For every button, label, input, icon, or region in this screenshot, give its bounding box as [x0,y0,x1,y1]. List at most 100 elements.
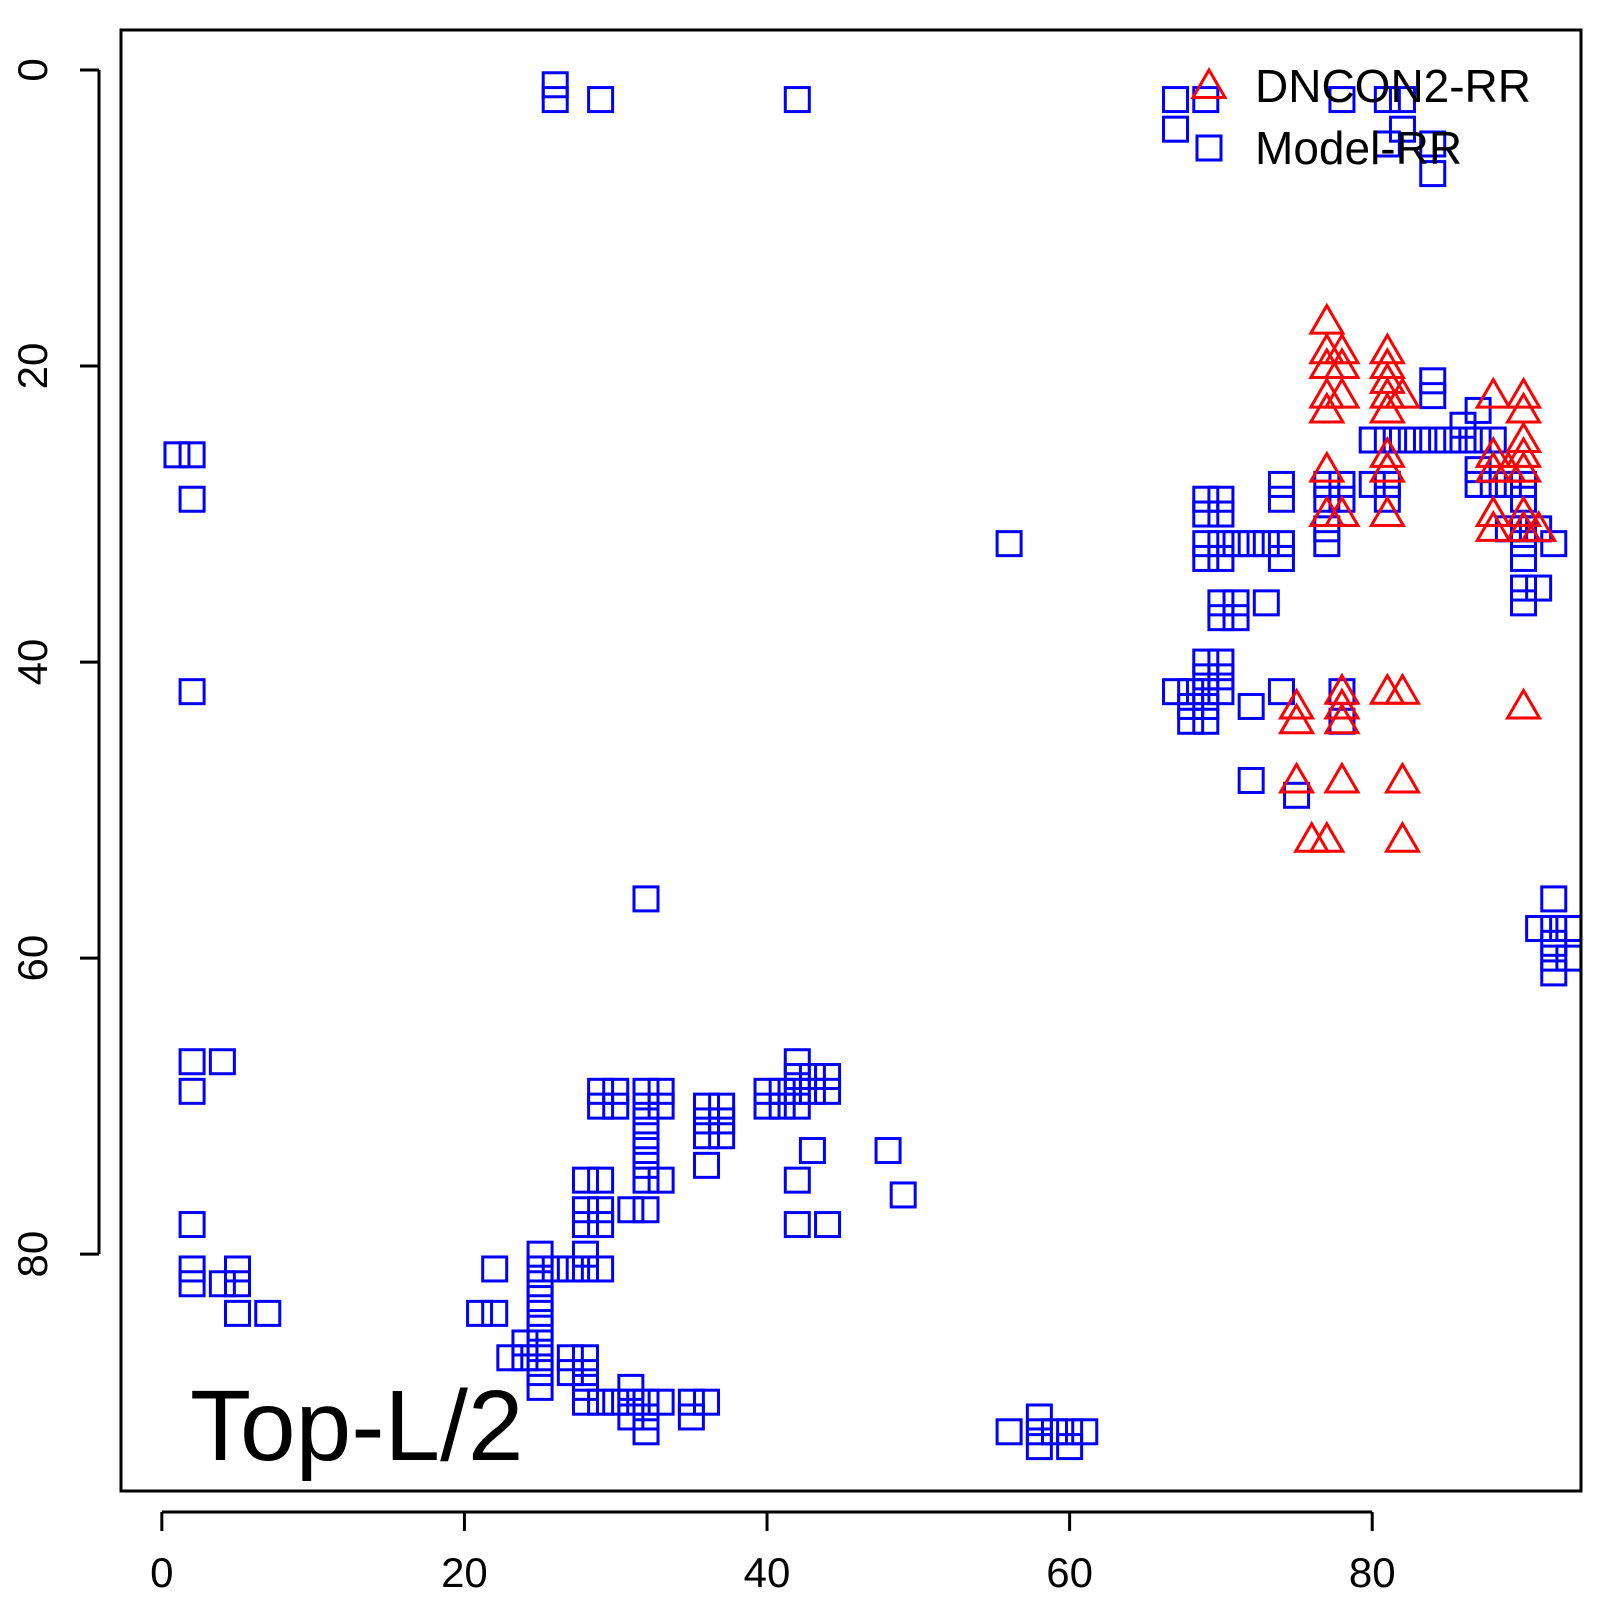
model-rr-point [1192,678,1220,706]
model-rr-point [1237,692,1265,720]
model-rr-point [541,1255,569,1283]
model-rr-point [1419,426,1447,454]
model-rr-point [1540,885,1568,913]
dncon2-rr-point [1474,495,1512,528]
dncon2-rr-point [1323,495,1361,528]
model-rr-point [511,1329,539,1357]
model-rr-point [783,1048,811,1076]
model-rr-point [556,1344,584,1372]
model-rr-point [587,1166,615,1194]
model-rr-point [1162,115,1190,143]
model-rr-point [526,1270,554,1298]
model-rr-point [1540,929,1568,957]
model-rr-point [1525,915,1553,943]
model-rr-point [798,1063,826,1091]
model-rr-point [587,1388,615,1416]
model-rr-point [1540,944,1568,972]
model-rr-point [571,1388,599,1416]
model-rr-point [178,1211,206,1239]
model-rr-point [617,1403,645,1431]
model-rr-point [632,1122,660,1150]
model-rr-point [1449,426,1477,454]
model-rr-point [602,1077,630,1105]
model-rr-point [1494,470,1522,498]
model-rr-point [1192,663,1220,691]
dncon2-rr-point [1368,435,1406,468]
model-rr-point [1252,589,1280,617]
y-axis: 0 20 40 60 80 [9,58,101,1278]
model-rr-point [1419,382,1447,410]
model-rr-point [587,1077,615,1105]
model-rr-point [995,530,1023,558]
model-rr-point [677,1403,705,1431]
model-rr-point [1192,530,1220,558]
model-rr-point [647,1092,675,1120]
model-rr-point [587,1196,615,1224]
model-rr-point [783,1077,811,1105]
model-rr-point [632,1196,660,1224]
model-rr-point [178,485,206,513]
model-rr-point [178,1077,206,1105]
model-rr-point [1177,692,1205,720]
model-rr-point [1237,530,1265,558]
model-rr-point [1283,781,1311,809]
model-rr-point [1373,130,1401,158]
model-rr-point [814,1063,842,1091]
model-rr-point [693,1092,721,1120]
x-tick-label: 20 [441,1549,488,1596]
model-rr-point [632,1418,660,1446]
y-tick-label: 20 [9,343,56,390]
dncon2-rr-point [1504,376,1543,409]
model-rr-point [1237,766,1265,794]
dncon2-rr-point [1383,672,1422,705]
plot-annotation: Top-L/2 [190,1370,524,1482]
legend: DNCON2-RR Model-RR [1190,60,1531,174]
model-rr-point [526,1344,554,1372]
model-rr-point [677,1388,705,1416]
model-rr-point [1419,130,1447,158]
model-rr-point [1434,426,1462,454]
model-rr-point [526,1255,554,1283]
dncon2-rr-point [1383,761,1422,794]
model-rr-point [708,1107,736,1135]
x-tick-label: 60 [1046,1549,1093,1596]
model-rr-point [617,1373,645,1401]
model-rr-point [874,1137,902,1165]
model-rr-point [254,1299,282,1327]
legend-label: DNCON2-RR [1255,60,1531,112]
model-rr-point [1177,678,1205,706]
model-rr-point [526,1299,554,1327]
model-rr-point [223,1299,251,1327]
model-rr-point [178,1270,206,1298]
dncon2-rr-point [1520,509,1558,542]
model-rr-point [1267,530,1295,558]
model-rr-point [526,1373,554,1401]
model-rr-point [1267,678,1295,706]
dncon2-rr-point [1383,376,1422,409]
model-rr-point [1510,574,1538,602]
model-rr-point [1162,678,1190,706]
model-rr-point [632,1388,660,1416]
model-rr-point [556,1359,584,1387]
dncon2-rr-point [1323,332,1361,365]
model-rr-point [571,1240,599,1268]
model-rr-point [1540,959,1568,987]
y-tick-label: 0 [9,58,56,81]
model-rr-point [814,1077,842,1105]
model-rr-point [496,1344,524,1372]
model-rr-point [1056,1418,1084,1446]
model-rr-point [1510,589,1538,617]
model-rr-point [481,1255,509,1283]
model-rr-point [223,1270,251,1298]
model-rr-point [1222,604,1250,632]
model-rr-point [708,1092,736,1120]
model-rr-point [541,86,569,114]
model-rr-point [1207,485,1235,513]
model-rr-point [1192,544,1220,572]
model-rr-point [1464,470,1492,498]
model-rr-point [571,1344,599,1372]
model-rr-point [1404,426,1432,454]
model-rr-point [1056,1433,1084,1461]
model-rr-point [1207,678,1235,706]
model-rr-point [753,1092,781,1120]
